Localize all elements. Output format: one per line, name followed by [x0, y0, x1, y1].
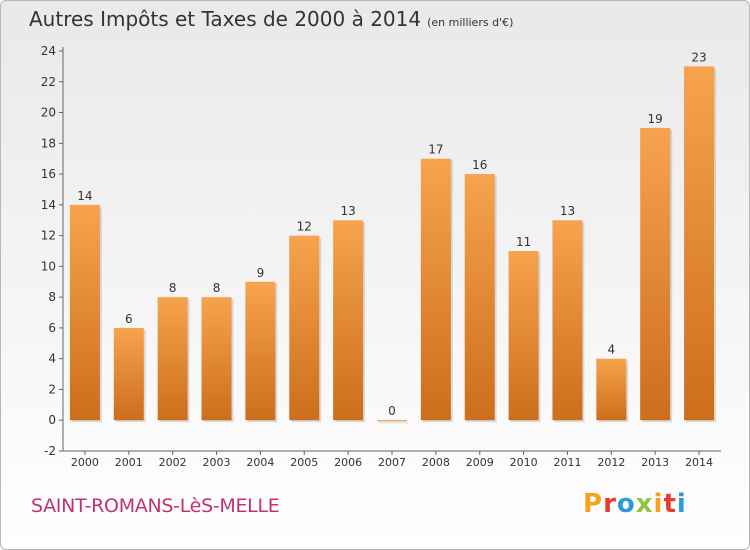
y-tick-label: 18 [41, 136, 56, 150]
bar-shadow [379, 422, 409, 424]
y-tick-label: 22 [41, 75, 56, 89]
x-tick-label: 2001 [115, 456, 143, 469]
y-tick-label: 14 [41, 198, 56, 212]
proxiti-logo: Proxiti [583, 489, 687, 519]
x-tick-label: 2014 [685, 456, 713, 469]
bar [289, 235, 320, 421]
x-tick-label: 2008 [422, 456, 450, 469]
x-tick-label: 2003 [203, 456, 231, 469]
logo-letter: i [676, 489, 687, 519]
bar [245, 281, 276, 421]
y-tick-label: 4 [48, 352, 56, 366]
bar [464, 174, 495, 421]
bar [420, 158, 451, 421]
bar [508, 251, 539, 421]
bar [333, 220, 364, 421]
y-tick-label: 12 [41, 229, 56, 243]
y-tick-label: 24 [41, 44, 56, 58]
y-tick-label: 2 [48, 382, 56, 396]
data-label: 4 [608, 343, 616, 357]
x-tick-label: 2011 [553, 456, 581, 469]
data-label: 6 [125, 312, 133, 326]
x-tick-label: 2009 [466, 456, 494, 469]
y-tick-label: 10 [41, 259, 56, 273]
data-label: 13 [560, 204, 575, 218]
y-tick-label: -2 [44, 444, 56, 458]
data-label: 0 [388, 404, 396, 418]
data-label: 19 [648, 112, 663, 126]
bar [684, 66, 715, 421]
data-label: 8 [169, 281, 177, 295]
x-tick-label: 2002 [159, 456, 187, 469]
bar [552, 220, 583, 421]
data-label: 12 [297, 220, 312, 234]
x-tick-label: 2000 [71, 456, 99, 469]
x-tick-label: 2007 [378, 456, 406, 469]
logo-letter: x [635, 489, 654, 519]
bar [596, 358, 627, 421]
x-tick-label: 2005 [290, 456, 318, 469]
bar [377, 420, 407, 422]
logo-letter: t [663, 489, 677, 519]
x-tick-label: 2010 [510, 456, 538, 469]
bar [201, 297, 232, 421]
y-tick-label: 6 [48, 321, 56, 335]
y-tick-label: 20 [41, 106, 56, 120]
bar [640, 127, 671, 421]
logo-letter: i [653, 489, 664, 519]
logo-letter: o [616, 489, 636, 519]
data-label: 11 [516, 235, 531, 249]
data-label: 23 [691, 50, 706, 64]
y-tick-label: 16 [41, 167, 56, 181]
data-label: 13 [340, 204, 355, 218]
x-tick-label: 2006 [334, 456, 362, 469]
chart-title-unit: (en milliers d'€) [427, 16, 514, 29]
bar [157, 297, 188, 421]
y-tick-label: 8 [48, 290, 56, 304]
logo-letter: r [603, 489, 617, 519]
data-label: 8 [213, 281, 221, 295]
x-tick-label: 2004 [246, 456, 274, 469]
y-tick-label: 0 [48, 413, 56, 427]
chart-title-main: Autres Impôts et Taxes de 2000 à 2014 [29, 7, 422, 31]
bar [69, 204, 100, 421]
data-label: 9 [257, 266, 265, 280]
data-label: 16 [472, 158, 487, 172]
data-label: 17 [428, 143, 443, 157]
x-tick-label: 2013 [641, 456, 669, 469]
chart-title: Autres Impôts et Taxes de 2000 à 2014 (en… [29, 7, 513, 31]
logo-letter: P [583, 489, 604, 519]
x-tick-label: 2012 [597, 456, 625, 469]
data-label: 14 [77, 189, 92, 203]
bar [113, 327, 144, 421]
place-name: SAINT-ROMANS-LèS-MELLE [31, 495, 280, 517]
